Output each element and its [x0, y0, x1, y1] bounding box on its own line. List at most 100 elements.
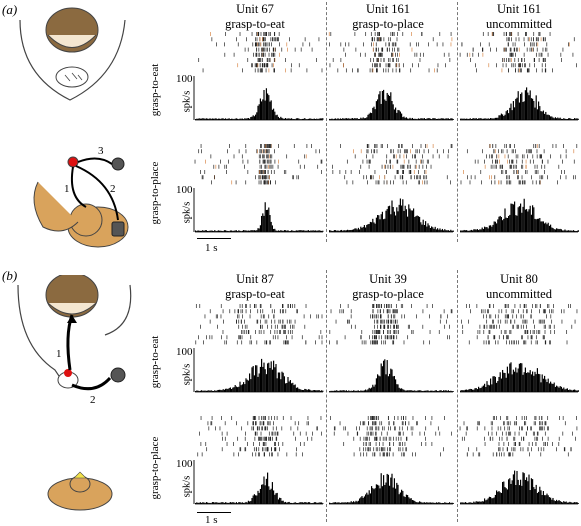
histogram-bar: [228, 502, 230, 504]
histogram-bar: [279, 118, 281, 120]
histogram-bar: [286, 118, 288, 120]
histogram-bar: [297, 387, 299, 392]
histogram-bar: [559, 501, 561, 504]
trajectory-label-3: 3: [98, 145, 104, 157]
histogram-bar: [493, 118, 495, 120]
histogram-bar: [219, 502, 221, 504]
histogram-bar: [419, 118, 421, 120]
histogram-bar: [527, 211, 529, 232]
histogram-bar: [550, 116, 552, 120]
histogram-bar: [428, 225, 430, 232]
histogram-bar: [518, 206, 520, 232]
histogram-bar: [367, 494, 369, 504]
histogram-bar: [256, 365, 258, 392]
histogram-bar: [315, 230, 317, 232]
histogram-bar: [279, 497, 281, 504]
histogram-bar: [462, 230, 464, 232]
histogram-bar: [462, 502, 464, 504]
histogram-bar: [431, 119, 433, 120]
histogram-bar: [378, 94, 380, 120]
histogram-bar: [243, 502, 245, 504]
histogram-bar: [487, 228, 489, 232]
histogram-bar: [356, 501, 358, 504]
histogram-bar: [256, 112, 258, 120]
histogram-bar: [509, 363, 511, 392]
histogram-bar: [198, 230, 200, 232]
histogram-bar: [365, 227, 367, 232]
histogram-bar: [350, 118, 352, 120]
histogram-bar: [484, 383, 486, 392]
histogram-bar: [285, 230, 287, 232]
histogram-bar: [476, 118, 478, 120]
histogram-bar: [528, 372, 530, 392]
histogram-bar: [547, 378, 549, 392]
histogram-bar: [312, 230, 314, 232]
histogram-bar: [467, 502, 469, 504]
histogram-bar: [405, 209, 407, 232]
histogram-bar: [385, 210, 387, 232]
histogram-bar: [505, 217, 507, 232]
histogram-bar: [317, 230, 319, 232]
histogram-bar: [299, 119, 301, 120]
histogram-bar: [238, 230, 240, 232]
histogram-bar: [545, 222, 547, 232]
histogram-bar: [339, 502, 341, 504]
histogram-bar: [322, 118, 324, 120]
plot-b-place-2: [329, 416, 454, 505]
histogram-bar: [343, 230, 345, 232]
histogram-bar: [385, 374, 387, 392]
histogram-bar: [538, 373, 540, 392]
histogram-bar: [251, 116, 253, 120]
histogram-bar: [490, 497, 492, 504]
histogram-bar: [356, 229, 358, 232]
histogram-bar: [225, 502, 227, 504]
histogram-bar: [432, 390, 434, 392]
histogram-bar: [223, 389, 225, 392]
histogram-bar: [558, 229, 560, 232]
histogram-bar: [374, 384, 376, 392]
histogram-bar: [229, 230, 231, 232]
histogram-bar: [533, 487, 535, 504]
histogram-bar: [256, 230, 258, 232]
histogram-bar: [404, 117, 406, 120]
histogram-bar: [386, 360, 388, 392]
histogram-bar: [577, 502, 579, 504]
histogram-bar: [259, 366, 261, 392]
histogram-bar: [410, 498, 412, 504]
histogram-bar: [298, 502, 300, 504]
histogram-bar: [392, 487, 394, 504]
histogram-bar: [576, 118, 578, 120]
histogram-bar: [535, 484, 537, 504]
histogram-bar: [470, 502, 472, 504]
histogram-bar: [373, 222, 375, 232]
histogram-bar: [262, 484, 264, 504]
histogram-bar: [439, 502, 441, 504]
histogram-bar: [360, 497, 362, 504]
histogram-bar: [311, 230, 313, 232]
histogram-bar: [285, 501, 287, 504]
histogram-bar: [486, 118, 488, 120]
histogram-bar: [542, 221, 544, 232]
histogram-bar: [524, 209, 526, 232]
histogram-bar: [499, 492, 501, 504]
histogram-bar: [253, 375, 255, 392]
histogram-bar: [351, 502, 353, 504]
histogram-bar: [464, 118, 466, 120]
histogram-bar: [544, 375, 546, 392]
histogram-bar: [305, 119, 307, 120]
monkey-topview-illustration-a: [19, 7, 126, 101]
histogram-bar: [548, 115, 550, 120]
histogram-bar: [404, 497, 406, 504]
histogram-bar: [377, 99, 379, 120]
histogram-bar: [345, 502, 347, 504]
histogram-bar: [199, 118, 201, 120]
histogram-bar: [228, 388, 230, 392]
histogram-bar: [240, 385, 242, 392]
histogram-bar: [460, 118, 462, 120]
histogram-bar: [374, 223, 376, 232]
histogram-bar: [357, 500, 359, 504]
histogram-bar: [539, 486, 541, 504]
histogram-bar: [532, 371, 534, 392]
histogram-bar: [318, 502, 320, 504]
histogram-bar: [351, 390, 353, 392]
